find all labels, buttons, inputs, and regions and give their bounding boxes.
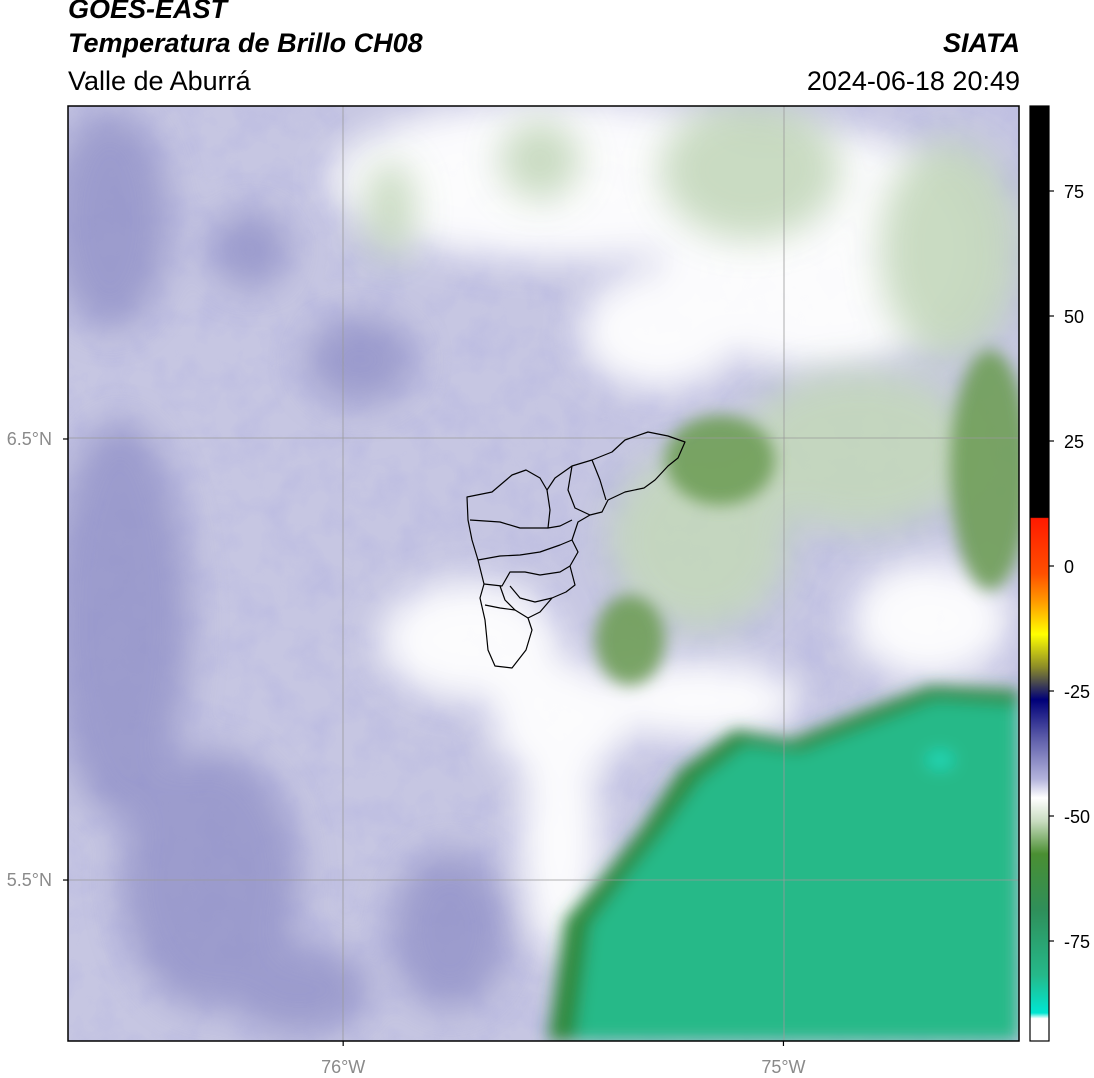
colorbar-tick-label: 25 xyxy=(1064,432,1084,452)
temperature-field xyxy=(68,106,1019,1041)
region-subtitle: Valle de Aburrá xyxy=(68,66,251,96)
colorbar-tick-label: 50 xyxy=(1064,307,1084,327)
map-frame xyxy=(67,105,1020,1042)
satellite-title: GOES-EAST xyxy=(68,0,228,24)
datetime-label: 2024-06-18 20:49 xyxy=(806,66,1020,96)
lon-tick-label: 76°W xyxy=(321,1057,365,1077)
colorbar-tick-label: -50 xyxy=(1064,807,1090,827)
colorbar-tick-label: -25 xyxy=(1064,682,1090,702)
lat-tick-label: 6.5°N xyxy=(7,429,52,449)
gridlines xyxy=(68,106,1019,1041)
agency-label: SIATA xyxy=(943,28,1020,58)
municipal-boundaries xyxy=(466,431,686,669)
lat-axis: 6.5°N 5.5°N xyxy=(7,429,68,890)
colorbar-tick-label: 75 xyxy=(1064,182,1084,202)
lon-tick-label: 75°W xyxy=(761,1057,805,1077)
colorbar xyxy=(1030,106,1049,1041)
colorbar-frame xyxy=(1029,105,1050,1042)
colorbar-tick-label: 0 xyxy=(1064,557,1074,577)
colorbar-tick-label: -75 xyxy=(1064,932,1090,952)
lat-tick-label: 5.5°N xyxy=(7,870,52,890)
colorbar-axis: 75 50 25 0 -25 -50 -75 xyxy=(1049,182,1090,952)
product-title: Temperatura de Brillo CH08 xyxy=(68,28,423,58)
lon-axis: 76°W 75°W xyxy=(321,1041,806,1077)
